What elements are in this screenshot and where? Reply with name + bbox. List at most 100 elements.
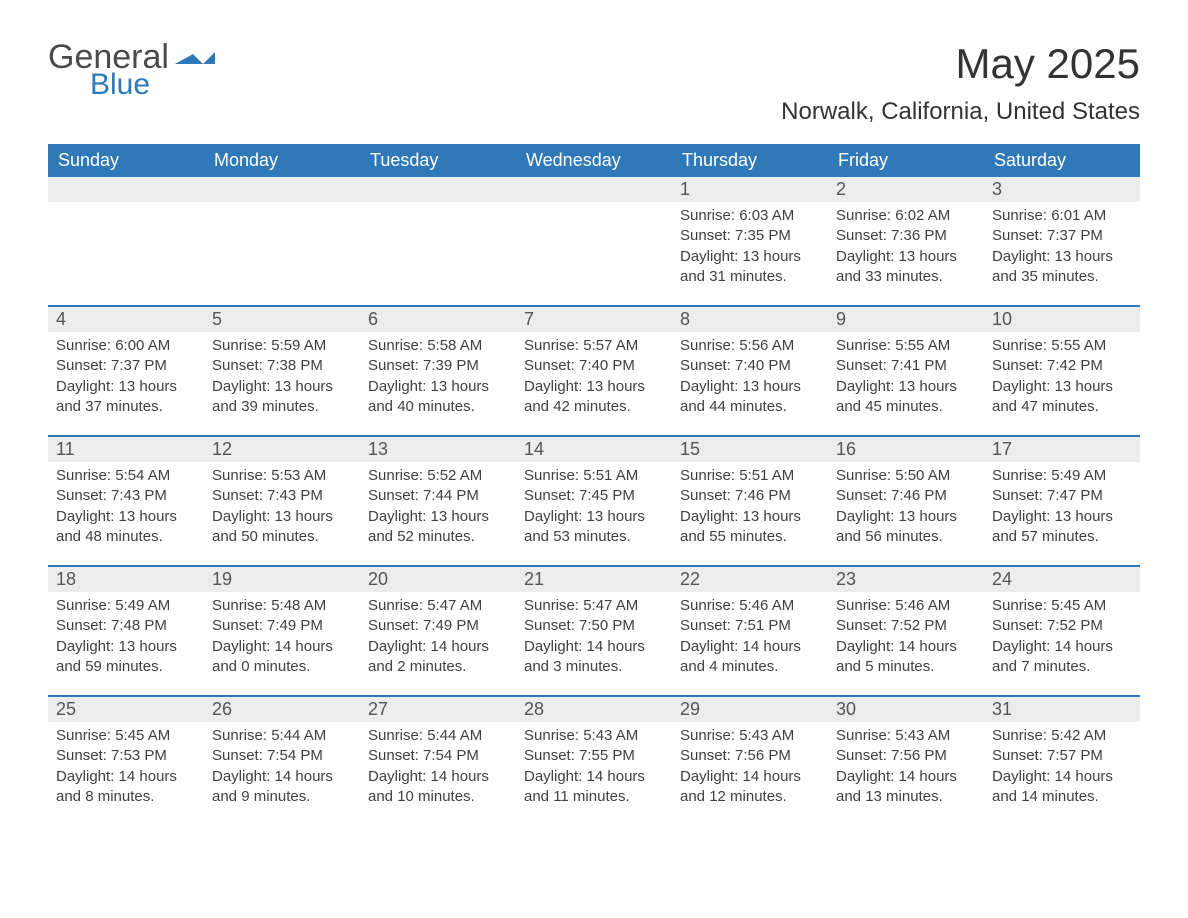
weekday-header: Monday <box>204 144 360 177</box>
day-cell: 24Sunrise: 5:45 AMSunset: 7:52 PMDayligh… <box>984 567 1140 695</box>
sunrise-text: Sunrise: 5:46 AM <box>680 596 820 616</box>
day-number <box>48 177 204 202</box>
day-cell: 9Sunrise: 5:55 AMSunset: 7:41 PMDaylight… <box>828 307 984 435</box>
sunset-text: Sunset: 7:37 PM <box>992 226 1132 246</box>
sunset-text: Sunset: 7:37 PM <box>56 356 196 376</box>
sunrise-text: Sunrise: 5:48 AM <box>212 596 352 616</box>
sunset-text: Sunset: 7:54 PM <box>368 746 508 766</box>
location: Norwalk, California, United States <box>781 98 1140 126</box>
sunrise-text: Sunrise: 5:51 AM <box>524 466 664 486</box>
sunrise-text: Sunrise: 5:50 AM <box>836 466 976 486</box>
daylight-text: Daylight: 13 hours and 59 minutes. <box>56 637 196 678</box>
day-body: Sunrise: 5:43 AMSunset: 7:56 PMDaylight:… <box>828 722 984 813</box>
day-cell: 16Sunrise: 5:50 AMSunset: 7:46 PMDayligh… <box>828 437 984 565</box>
day-number: 24 <box>984 567 1140 592</box>
day-number: 27 <box>360 697 516 722</box>
sunrise-text: Sunrise: 5:49 AM <box>992 466 1132 486</box>
day-number: 14 <box>516 437 672 462</box>
day-cell: 18Sunrise: 5:49 AMSunset: 7:48 PMDayligh… <box>48 567 204 695</box>
sunset-text: Sunset: 7:36 PM <box>836 226 976 246</box>
sunset-text: Sunset: 7:45 PM <box>524 486 664 506</box>
sunset-text: Sunset: 7:46 PM <box>836 486 976 506</box>
logo: General Blue <box>48 40 215 104</box>
weekday-header: Wednesday <box>516 144 672 177</box>
daylight-text: Daylight: 13 hours and 57 minutes. <box>992 507 1132 548</box>
day-cell: 3Sunrise: 6:01 AMSunset: 7:37 PMDaylight… <box>984 177 1140 305</box>
logo-word2: Blue <box>90 70 211 100</box>
daylight-text: Daylight: 13 hours and 42 minutes. <box>524 377 664 418</box>
daylight-text: Daylight: 14 hours and 12 minutes. <box>680 767 820 808</box>
day-number: 3 <box>984 177 1140 202</box>
daylight-text: Daylight: 13 hours and 45 minutes. <box>836 377 976 418</box>
day-number: 16 <box>828 437 984 462</box>
sunrise-text: Sunrise: 5:44 AM <box>212 726 352 746</box>
sunset-text: Sunset: 7:38 PM <box>212 356 352 376</box>
day-cell: 26Sunrise: 5:44 AMSunset: 7:54 PMDayligh… <box>204 697 360 825</box>
day-number: 9 <box>828 307 984 332</box>
sunrise-text: Sunrise: 5:43 AM <box>524 726 664 746</box>
daylight-text: Daylight: 13 hours and 53 minutes. <box>524 507 664 548</box>
daylight-text: Daylight: 14 hours and 8 minutes. <box>56 767 196 808</box>
day-body <box>360 202 516 212</box>
day-number: 26 <box>204 697 360 722</box>
day-number: 7 <box>516 307 672 332</box>
day-number: 21 <box>516 567 672 592</box>
day-cell: 20Sunrise: 5:47 AMSunset: 7:49 PMDayligh… <box>360 567 516 695</box>
day-body: Sunrise: 5:56 AMSunset: 7:40 PMDaylight:… <box>672 332 828 423</box>
day-body <box>48 202 204 212</box>
daylight-text: Daylight: 13 hours and 50 minutes. <box>212 507 352 548</box>
sunset-text: Sunset: 7:46 PM <box>680 486 820 506</box>
day-body: Sunrise: 5:45 AMSunset: 7:52 PMDaylight:… <box>984 592 1140 683</box>
sunset-text: Sunset: 7:49 PM <box>368 616 508 636</box>
day-number: 15 <box>672 437 828 462</box>
day-cell: 4Sunrise: 6:00 AMSunset: 7:37 PMDaylight… <box>48 307 204 435</box>
day-cell: 13Sunrise: 5:52 AMSunset: 7:44 PMDayligh… <box>360 437 516 565</box>
day-body: Sunrise: 5:53 AMSunset: 7:43 PMDaylight:… <box>204 462 360 553</box>
day-body: Sunrise: 5:42 AMSunset: 7:57 PMDaylight:… <box>984 722 1140 813</box>
sunrise-text: Sunrise: 5:51 AM <box>680 466 820 486</box>
daylight-text: Daylight: 13 hours and 39 minutes. <box>212 377 352 418</box>
day-cell: 1Sunrise: 6:03 AMSunset: 7:35 PMDaylight… <box>672 177 828 305</box>
sunset-text: Sunset: 7:40 PM <box>680 356 820 376</box>
day-cell: 27Sunrise: 5:44 AMSunset: 7:54 PMDayligh… <box>360 697 516 825</box>
day-cell <box>204 177 360 305</box>
sunset-text: Sunset: 7:44 PM <box>368 486 508 506</box>
daylight-text: Daylight: 14 hours and 11 minutes. <box>524 767 664 808</box>
day-body: Sunrise: 5:48 AMSunset: 7:49 PMDaylight:… <box>204 592 360 683</box>
day-number: 8 <box>672 307 828 332</box>
day-body: Sunrise: 5:49 AMSunset: 7:48 PMDaylight:… <box>48 592 204 683</box>
day-cell <box>48 177 204 305</box>
daylight-text: Daylight: 13 hours and 52 minutes. <box>368 507 508 548</box>
day-cell: 8Sunrise: 5:56 AMSunset: 7:40 PMDaylight… <box>672 307 828 435</box>
day-cell: 7Sunrise: 5:57 AMSunset: 7:40 PMDaylight… <box>516 307 672 435</box>
day-cell: 21Sunrise: 5:47 AMSunset: 7:50 PMDayligh… <box>516 567 672 695</box>
day-body: Sunrise: 5:54 AMSunset: 7:43 PMDaylight:… <box>48 462 204 553</box>
day-body <box>204 202 360 212</box>
day-number: 1 <box>672 177 828 202</box>
day-number: 28 <box>516 697 672 722</box>
sunset-text: Sunset: 7:52 PM <box>992 616 1132 636</box>
day-body: Sunrise: 5:46 AMSunset: 7:52 PMDaylight:… <box>828 592 984 683</box>
day-cell: 29Sunrise: 5:43 AMSunset: 7:56 PMDayligh… <box>672 697 828 825</box>
day-body: Sunrise: 5:43 AMSunset: 7:56 PMDaylight:… <box>672 722 828 813</box>
daylight-text: Daylight: 13 hours and 47 minutes. <box>992 377 1132 418</box>
day-body: Sunrise: 6:02 AMSunset: 7:36 PMDaylight:… <box>828 202 984 293</box>
sunrise-text: Sunrise: 5:57 AM <box>524 336 664 356</box>
daylight-text: Daylight: 14 hours and 13 minutes. <box>836 767 976 808</box>
sunrise-text: Sunrise: 5:58 AM <box>368 336 508 356</box>
sunset-text: Sunset: 7:53 PM <box>56 746 196 766</box>
day-cell: 19Sunrise: 5:48 AMSunset: 7:49 PMDayligh… <box>204 567 360 695</box>
sunset-text: Sunset: 7:56 PM <box>680 746 820 766</box>
day-body: Sunrise: 5:51 AMSunset: 7:46 PMDaylight:… <box>672 462 828 553</box>
day-number: 18 <box>48 567 204 592</box>
day-body: Sunrise: 5:49 AMSunset: 7:47 PMDaylight:… <box>984 462 1140 553</box>
sunset-text: Sunset: 7:48 PM <box>56 616 196 636</box>
daylight-text: Daylight: 14 hours and 9 minutes. <box>212 767 352 808</box>
sunrise-text: Sunrise: 5:46 AM <box>836 596 976 616</box>
sunrise-text: Sunrise: 5:45 AM <box>56 726 196 746</box>
sunrise-text: Sunrise: 5:59 AM <box>212 336 352 356</box>
sunrise-text: Sunrise: 5:56 AM <box>680 336 820 356</box>
sunrise-text: Sunrise: 5:53 AM <box>212 466 352 486</box>
day-number: 4 <box>48 307 204 332</box>
day-body: Sunrise: 5:59 AMSunset: 7:38 PMDaylight:… <box>204 332 360 423</box>
